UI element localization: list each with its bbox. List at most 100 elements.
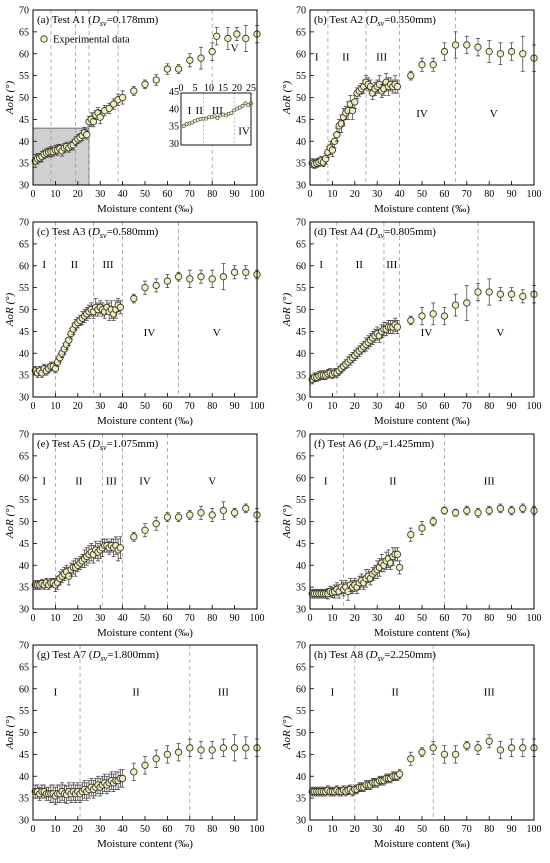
region-label: V bbox=[231, 43, 239, 55]
data-point bbox=[242, 744, 250, 752]
data-point bbox=[451, 750, 460, 759]
y-tick-label: 45 bbox=[296, 750, 306, 761]
data-point bbox=[429, 61, 437, 69]
plot-frame bbox=[309, 644, 535, 821]
x-tick-label: 70 bbox=[185, 613, 195, 624]
y-axis-label: AoR (°) bbox=[4, 504, 16, 539]
y-tick-label: 45 bbox=[19, 115, 29, 126]
data-point bbox=[116, 303, 125, 311]
x-tick-label: 80 bbox=[207, 189, 217, 200]
y-tick-label: 35 bbox=[296, 159, 306, 170]
x-tick-label: 70 bbox=[462, 613, 472, 624]
plot-frame bbox=[32, 221, 258, 398]
region-label: II bbox=[356, 259, 364, 271]
x-tick-label: 60 bbox=[439, 189, 449, 200]
x-tick-label: 50 bbox=[140, 401, 150, 412]
data-point bbox=[219, 744, 228, 752]
panel-title-value: =0.350mm) bbox=[384, 14, 436, 26]
y-tick-label: 55 bbox=[19, 283, 29, 294]
data-point bbox=[418, 748, 426, 756]
y-tick-label: 35 bbox=[296, 794, 306, 805]
x-tick-label: 90 bbox=[507, 401, 517, 412]
panel-title-subscript: sv bbox=[378, 19, 385, 28]
region-label: II bbox=[389, 475, 397, 487]
x-tick-label: 50 bbox=[417, 613, 427, 624]
panel-title-prefix: (b) Test A2 ( bbox=[314, 14, 370, 26]
x-tick-label: 40 bbox=[118, 189, 128, 200]
x-tick-label: 30 bbox=[95, 189, 105, 200]
x-tick-label: 0 bbox=[308, 613, 313, 624]
x-tick-label: 40 bbox=[118, 824, 128, 835]
y-tick-label: 60 bbox=[296, 261, 306, 272]
inset-data-point bbox=[229, 111, 234, 116]
y-axis-label: AoR (°) bbox=[4, 292, 16, 327]
region-label: I bbox=[315, 51, 319, 63]
data-point bbox=[163, 277, 172, 285]
data-point bbox=[186, 56, 194, 64]
inset-data-point bbox=[240, 103, 245, 108]
data-point bbox=[174, 748, 183, 756]
inset-data-point bbox=[223, 113, 228, 118]
x-tick-label: 0 bbox=[308, 824, 313, 835]
data-point bbox=[496, 50, 505, 58]
x-tick-label: 30 bbox=[372, 189, 382, 200]
x-tick-label: 40 bbox=[118, 613, 128, 624]
inset-data-point bbox=[215, 116, 220, 120]
y-tick-label: 40 bbox=[19, 772, 29, 783]
y-tick-label: 60 bbox=[19, 473, 29, 484]
data-point bbox=[208, 47, 216, 56]
panel-e: 0 10 20 30 40 50 60 70 80 90 100 30 35 40 45 50 55 60 65 70… bbox=[4, 430, 265, 640]
data-point bbox=[507, 744, 516, 752]
data-point bbox=[130, 768, 138, 776]
data-point bbox=[395, 770, 404, 778]
y-tick-label: 55 bbox=[296, 495, 306, 506]
data-point bbox=[507, 290, 516, 298]
data-point bbox=[507, 47, 516, 56]
x-tick-label: 100 bbox=[527, 401, 542, 412]
region-label: III bbox=[106, 475, 117, 487]
y-axis-label: AoR (°) bbox=[281, 504, 293, 539]
x-tick-label: 60 bbox=[162, 824, 172, 835]
data-point bbox=[485, 737, 493, 745]
panel-title-symbol: D bbox=[91, 226, 100, 238]
x-tick-label: 100 bbox=[250, 401, 265, 412]
panel-title-subscript: sv bbox=[378, 231, 385, 240]
x-tick-label: 10 bbox=[327, 824, 337, 835]
region-label: II bbox=[132, 686, 140, 698]
x-tick-label: 50 bbox=[417, 189, 427, 200]
panel-title-symbol: D bbox=[92, 649, 101, 661]
panel-title-symbol: D bbox=[369, 226, 378, 238]
data-point bbox=[451, 41, 460, 49]
data-point bbox=[130, 294, 138, 303]
data-point bbox=[130, 533, 138, 541]
panel-title-symbol: D bbox=[369, 649, 378, 661]
panel-title-symbol: D bbox=[369, 14, 378, 26]
legend-marker bbox=[40, 35, 48, 43]
y-tick-label: 65 bbox=[19, 27, 29, 38]
x-tick-label: 80 bbox=[207, 401, 217, 412]
y-tick-label: 70 bbox=[296, 6, 306, 17]
data-point bbox=[507, 506, 516, 515]
y-tick-label: 35 bbox=[19, 583, 29, 594]
x-tick-label: 80 bbox=[207, 824, 217, 835]
panel-title-subscript: sv bbox=[376, 443, 383, 452]
data-point bbox=[451, 301, 460, 309]
panel-title-symbol: D bbox=[91, 438, 100, 450]
inset-y-tick-label: 40 bbox=[169, 104, 179, 115]
inset-x-tick-label: 0 bbox=[179, 83, 184, 94]
data-point bbox=[474, 43, 482, 51]
data-point bbox=[174, 65, 183, 73]
y-tick-label: 60 bbox=[296, 49, 306, 60]
data-point bbox=[519, 744, 527, 752]
inset-data-point bbox=[243, 101, 248, 106]
y-tick-label: 35 bbox=[296, 371, 306, 382]
inset-y-tick-label: 35 bbox=[169, 122, 179, 133]
x-tick-label: 100 bbox=[250, 824, 265, 835]
y-axis-label: AoR (°) bbox=[281, 715, 293, 750]
data-point bbox=[174, 513, 183, 521]
data-point bbox=[152, 76, 160, 84]
data-point bbox=[429, 310, 437, 318]
region-label: I bbox=[324, 475, 328, 487]
x-tick-label: 0 bbox=[31, 189, 36, 200]
y-tick-label: 60 bbox=[19, 49, 29, 60]
